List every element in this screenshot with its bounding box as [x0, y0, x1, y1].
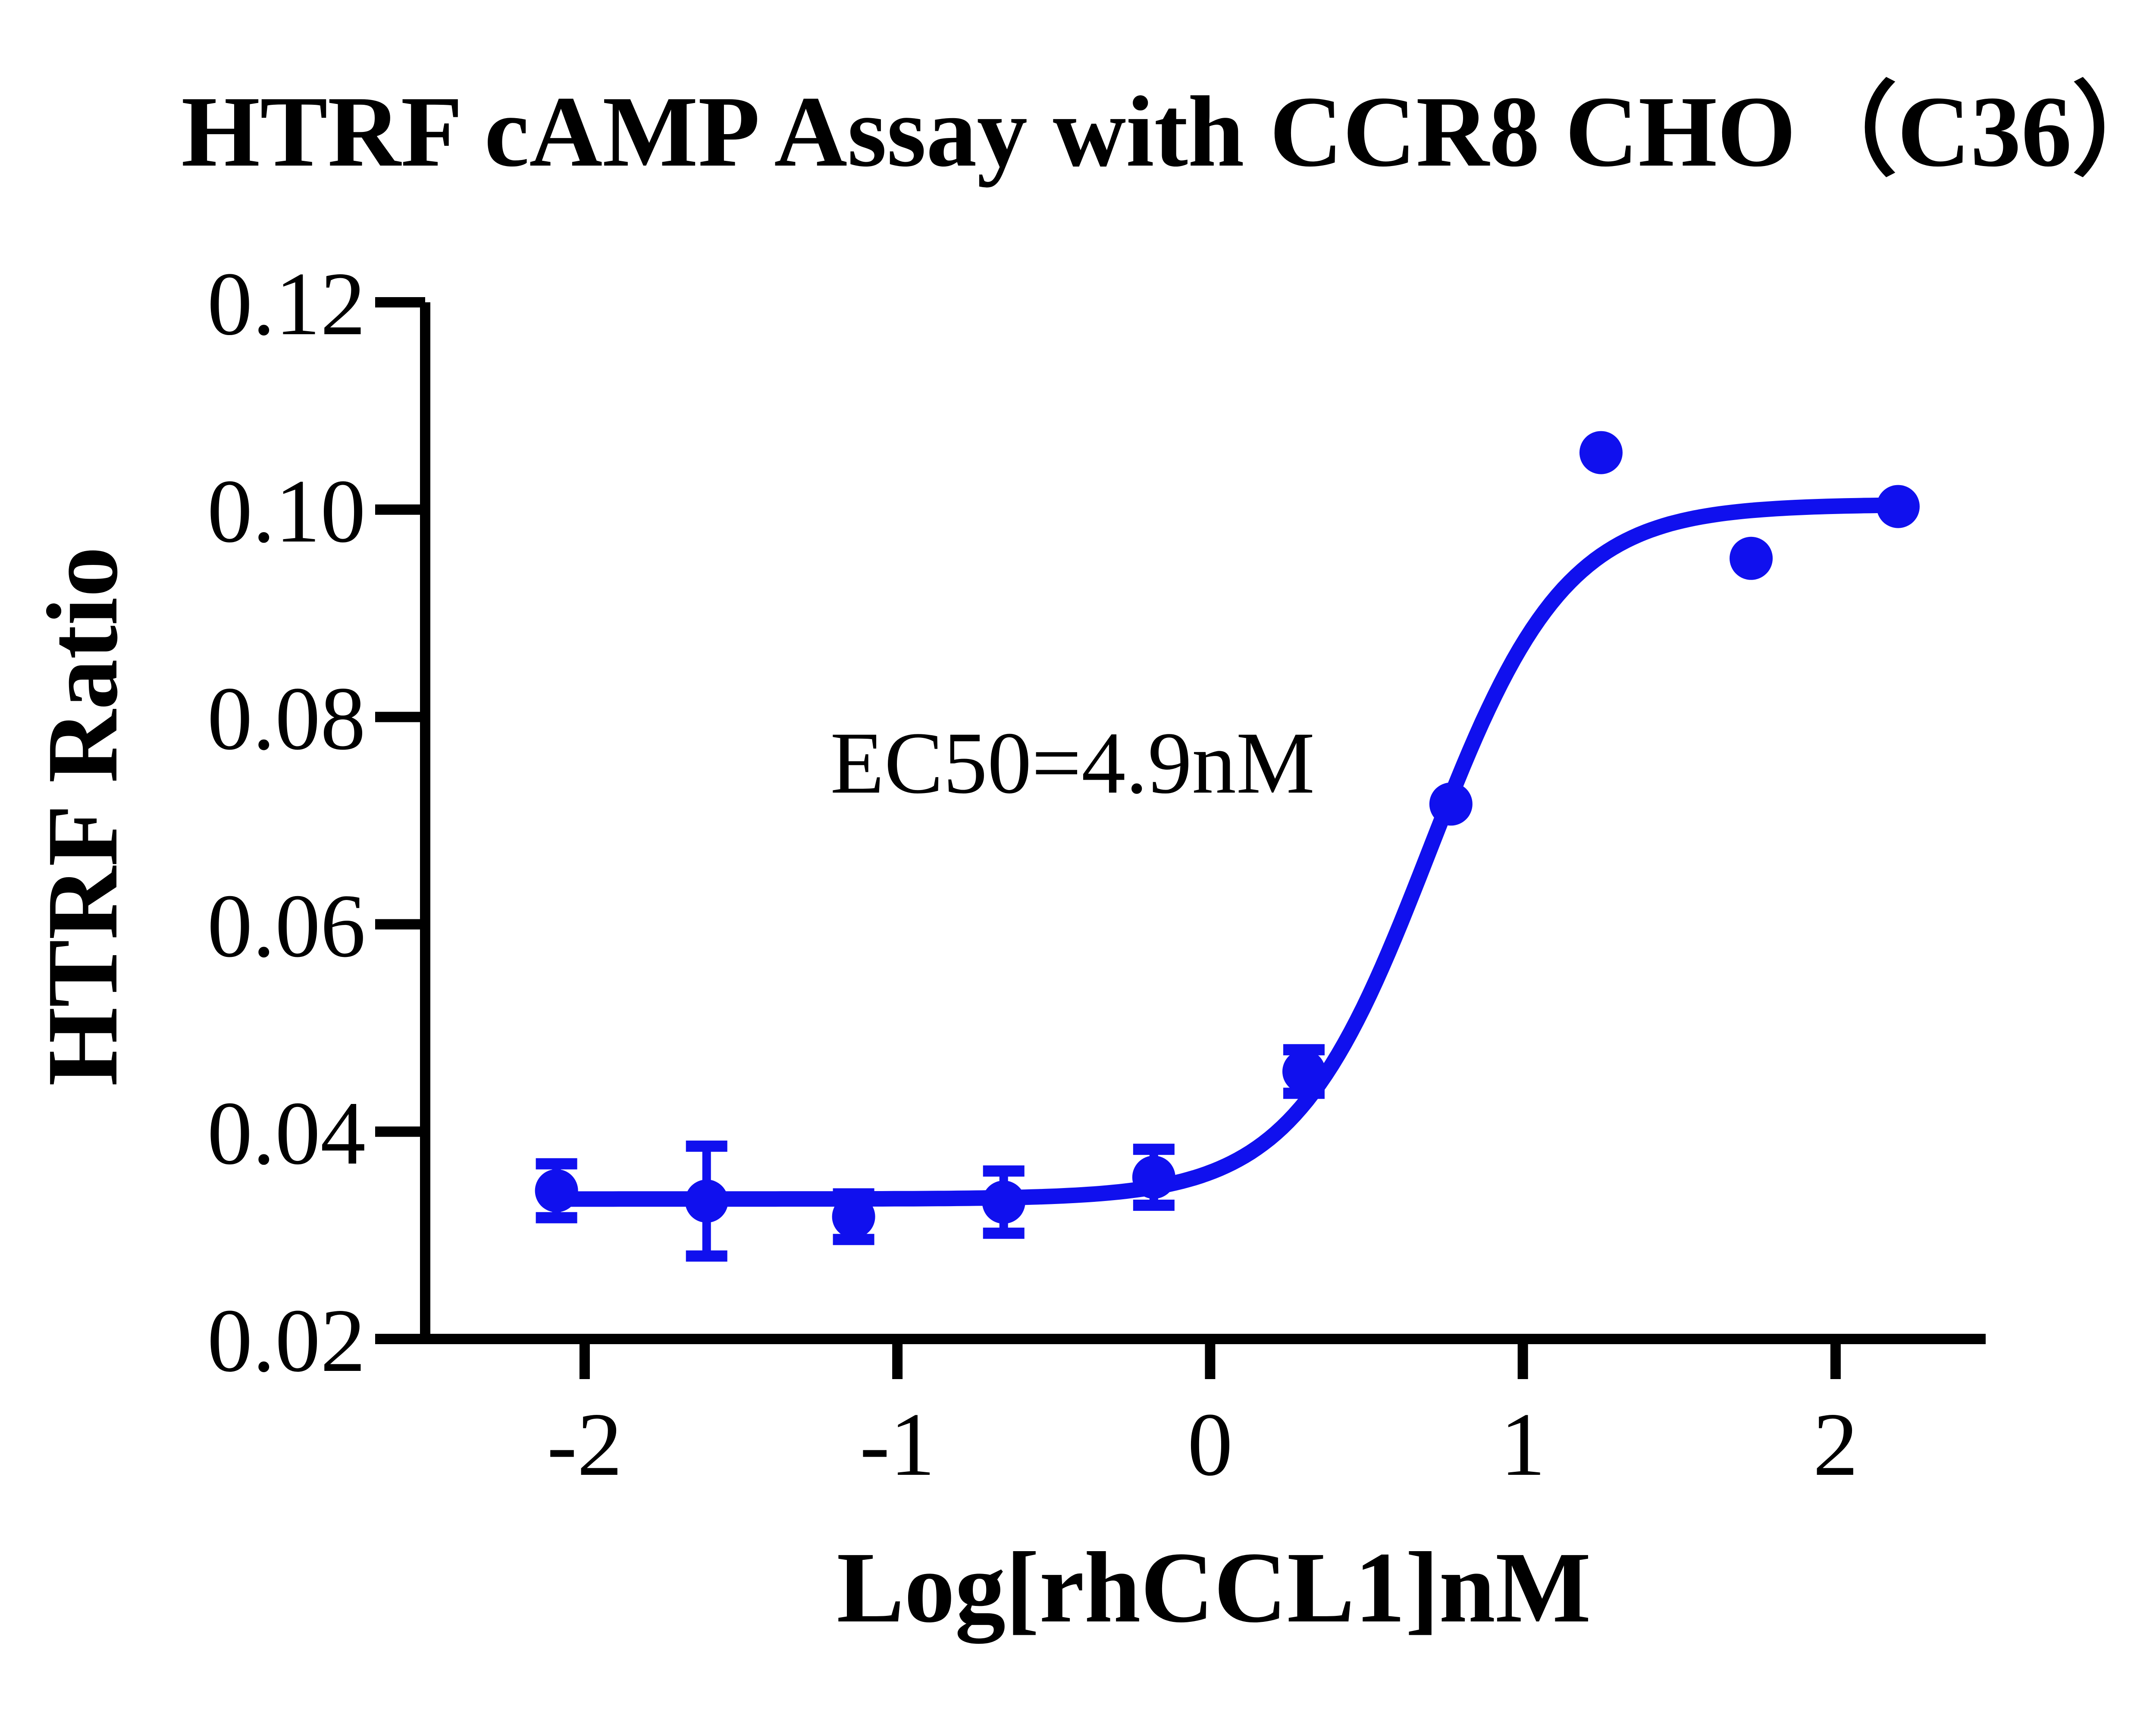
fit-curve [548, 497, 1903, 1207]
ec50-annotation: EC50=4.9nM [830, 714, 1315, 812]
data-point-marker [982, 1180, 1025, 1224]
data-points [535, 431, 1920, 1239]
y-tick-label: 0.10 [207, 461, 366, 561]
x-tick-label: 1 [1500, 1395, 1545, 1495]
y-tick-label: 0.08 [207, 669, 366, 769]
data-point-marker [1282, 1050, 1326, 1093]
x-axis-ticks [579, 1339, 1841, 1379]
data-point-marker [1579, 431, 1623, 474]
data-point-marker [535, 1169, 578, 1213]
x-tick-label: 2 [1813, 1395, 1858, 1495]
y-tick-label: 0.12 [207, 254, 366, 354]
data-point-marker [1429, 782, 1473, 826]
data-point-marker [685, 1179, 728, 1223]
y-tick-label: 0.02 [207, 1291, 366, 1391]
data-point-marker [1876, 485, 1920, 528]
data-point-marker [832, 1195, 875, 1239]
data-point-marker [1132, 1155, 1175, 1199]
y-axis-tick-labels: 0.02 0.04 0.06 0.08 0.10 0.12 [207, 254, 366, 1391]
x-tick-label: -1 [860, 1395, 935, 1495]
error-bars [536, 1044, 1325, 1262]
data-point-marker [1730, 536, 1773, 580]
x-axis-label: Log[rhCCL1]nM [837, 1531, 1591, 1644]
x-tick-label: -2 [547, 1395, 622, 1495]
y-axis-label: HTRF Ratio [26, 546, 138, 1086]
y-tick-label: 0.04 [207, 1083, 366, 1183]
y-tick-label: 0.06 [207, 876, 366, 976]
x-tick-label: 0 [1188, 1395, 1233, 1495]
chart-title: HTRF cAMP Assay with CCR8 CHO（C36） [181, 75, 2156, 188]
x-axis-tick-labels: -2 -1 0 1 2 [547, 1395, 1858, 1495]
y-axis-ticks [375, 297, 425, 1344]
